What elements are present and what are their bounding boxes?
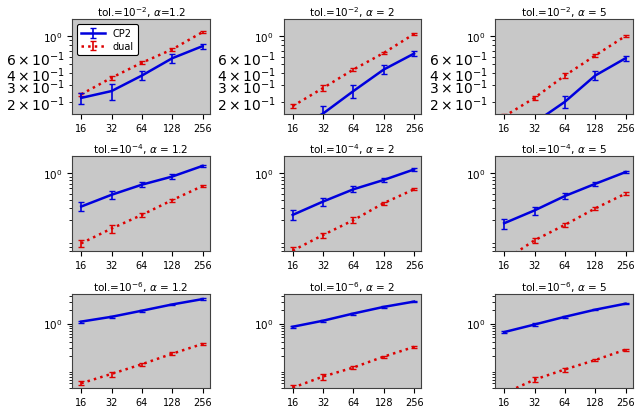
Title: tol.=10$^{-6}$, $\alpha$ = 1.2: tol.=10$^{-6}$, $\alpha$ = 1.2 <box>93 279 188 294</box>
Title: tol.=10$^{-2}$, $\alpha$ = 5: tol.=10$^{-2}$, $\alpha$ = 5 <box>521 5 607 20</box>
Title: tol.=10$^{-2}$, $\alpha$ = 2: tol.=10$^{-2}$, $\alpha$ = 2 <box>309 5 396 20</box>
Title: tol.=10$^{-4}$, $\alpha$ = 2: tol.=10$^{-4}$, $\alpha$ = 2 <box>309 142 396 157</box>
Title: tol.=10$^{-4}$, $\alpha$ = 1.2: tol.=10$^{-4}$, $\alpha$ = 1.2 <box>93 142 188 157</box>
Title: tol.=10$^{-4}$, $\alpha$ = 5: tol.=10$^{-4}$, $\alpha$ = 5 <box>521 142 607 157</box>
Title: tol.=10$^{-2}$, $\alpha$=1.2: tol.=10$^{-2}$, $\alpha$=1.2 <box>97 5 185 20</box>
Title: tol.=10$^{-6}$, $\alpha$ = 5: tol.=10$^{-6}$, $\alpha$ = 5 <box>521 279 607 294</box>
Legend: CP2, dual: CP2, dual <box>77 25 138 56</box>
Title: tol.=10$^{-6}$, $\alpha$ = 2: tol.=10$^{-6}$, $\alpha$ = 2 <box>309 279 396 294</box>
